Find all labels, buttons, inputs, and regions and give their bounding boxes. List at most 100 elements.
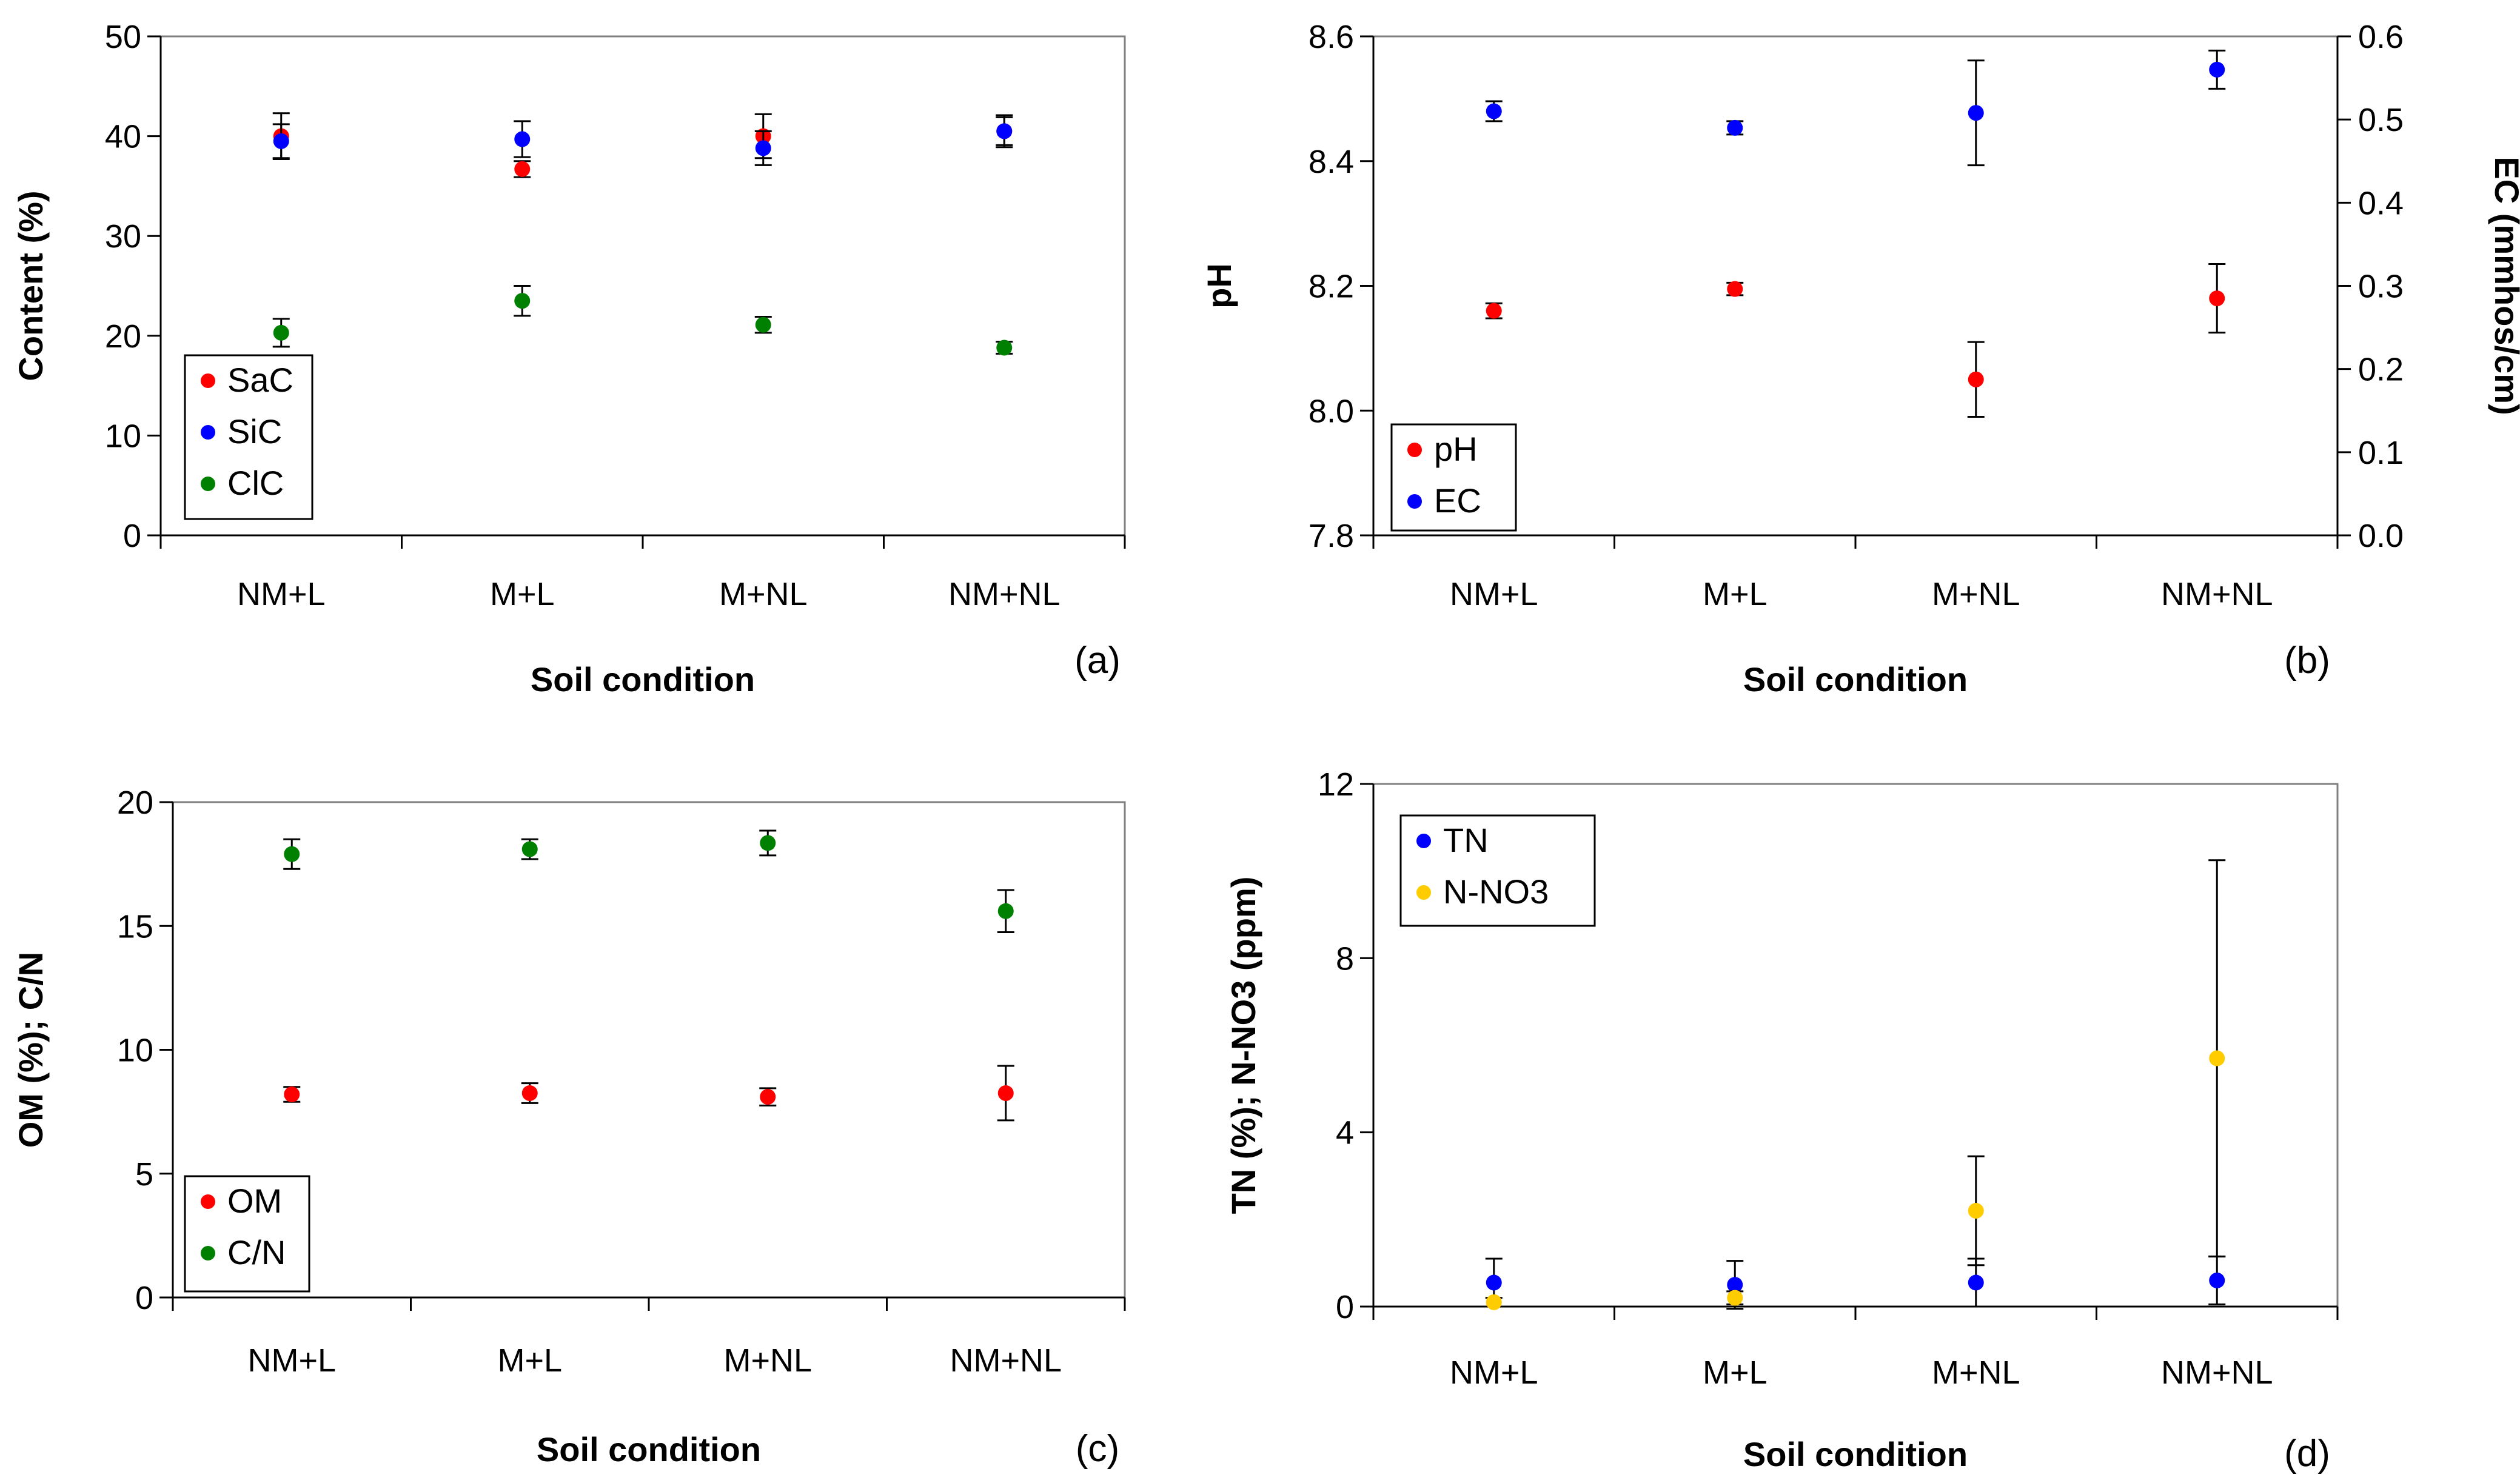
data-point [1968,1202,1984,1219]
legend-marker [201,373,215,388]
y-tick-label-right: 0.3 [2358,269,2404,305]
y-axis-title: Content (%) [12,190,50,381]
legend-marker [1416,885,1431,900]
data-point [755,316,771,333]
panel-d: 0 4 8 12 NM+L M+L M+NL NM+NL Soil condition TN (%… [1224,766,2339,1475]
y-tick-label: 8.4 [1309,144,1354,180]
x-tick-label: NM+NL [948,576,1061,612]
data-point [1486,103,1502,119]
legend-marker [1407,443,1422,457]
data-point [2209,61,2225,78]
y-tick-label-right: 0.4 [2358,185,2404,221]
x-axis-title: Soil condition [1743,1435,1968,1473]
data-point [1486,1294,1502,1310]
data-point [514,293,531,309]
legend: SaC SiC ClC [184,354,313,520]
x-tick-label: M+NL [1932,576,2020,612]
data-point [997,903,1014,919]
y-tick-label: 0 [135,1280,153,1316]
x-tick-label: NM+NL [2161,1354,2273,1391]
y-tick-label-right: 0.2 [2358,352,2404,388]
x-tick-label: M+L [1703,1354,1768,1391]
y-tick-label: 20 [105,318,141,355]
data-point [1968,105,1984,121]
legend-box [1390,423,1517,532]
y-tick-label: 30 [105,218,141,255]
y-axis-title-right: EC (mmhos/cm) [2488,156,2520,415]
legend-label: ClC [227,464,284,502]
data-point [1486,1274,1502,1291]
y-tick-label: 7.8 [1309,518,1354,554]
x-tick-label: NM+L [237,576,326,612]
legend-box [1399,814,1596,927]
y-tick-label: 50 [105,19,141,55]
data-point [521,1085,538,1101]
x-tick-label: NM+L [247,1342,336,1379]
series-om [283,1065,1014,1122]
y-tick-label-right: 0.5 [2358,102,2404,138]
legend-label: C/N [227,1233,286,1271]
data-point [996,340,1013,356]
data-point [997,1085,1014,1101]
y-tick-label: 8.6 [1309,19,1354,55]
x-axis-title: Soil condition [1743,660,1968,698]
legend: OM C/N [184,1175,310,1293]
panel-a: 0 10 20 30 40 50 NM+L M+L M+NL NM+NL Soil conditio… [12,19,1126,698]
y-tick-label-right: 0.1 [2358,435,2404,471]
data-point [760,1089,776,1105]
x-axis-title: Soil condition [531,660,755,698]
series-ph [1485,263,2226,418]
data-point [996,123,1013,139]
data-point [1727,119,1743,136]
x-tick-label: M+NL [719,576,808,612]
y-axis-title: TN (%); N-NO3 (ppm) [1224,877,1262,1214]
panel-label: (c) [1076,1428,1119,1470]
legend-label: N-NO3 [1443,872,1549,911]
x-tick-label: NM+L [1450,576,1538,612]
y-axis-title: pH [1200,263,1238,309]
x-tick-label: M+NL [723,1342,812,1379]
y-tick-label: 0 [123,518,141,554]
data-point [273,324,289,341]
series-ec [1485,49,2226,167]
legend: TN N-NO3 [1399,814,1596,927]
plot-frame [1372,35,2339,537]
y-tick-label: 10 [117,1033,153,1069]
plot-frame [172,801,1126,1299]
y-tick-label: 4 [1336,1115,1354,1151]
panel-label: (d) [2284,1433,2330,1475]
x-tick-label: NM+L [1450,1354,1538,1391]
x-axis-title: Soil condition [537,1430,761,1468]
data-point [1968,371,1984,387]
series-n-no3 [1485,859,2226,1310]
data-point [1727,281,1743,297]
legend-marker [1407,494,1422,509]
x-tick-label: M+NL [1932,1354,2020,1391]
panel-b: 7.8 8.0 8.2 8.4 8.6 0.0 0.1 0.2 0.3 0.4 0.5 0.6 NM+L… [1200,19,2520,698]
data-point [514,131,531,147]
panel-label: (a) [1074,640,1121,681]
series-sac [272,112,1013,178]
y-tick-label: 40 [105,119,141,155]
data-point [284,846,300,862]
data-point [521,841,538,857]
series-c-n [283,829,1014,933]
legend-marker [201,477,215,491]
legend-marker [201,1246,215,1260]
legend-label: SiC [227,412,282,450]
x-tick-label: NM+NL [2161,576,2273,612]
legend: pH EC [1390,423,1517,532]
x-tick-label: M+L [490,576,555,612]
legend-label: TN [1443,821,1489,859]
y-tick-label: 8.0 [1309,393,1354,429]
legend-label: EC [1434,481,1481,520]
data-point [755,140,771,156]
x-tick-label: M+L [497,1342,562,1379]
data-point [2209,1272,2225,1288]
legend-label: SaC [227,361,293,399]
legend-label: OM [227,1182,282,1220]
data-point [514,161,531,177]
data-point [1727,1277,1743,1293]
y-tick-label: 15 [117,908,153,945]
